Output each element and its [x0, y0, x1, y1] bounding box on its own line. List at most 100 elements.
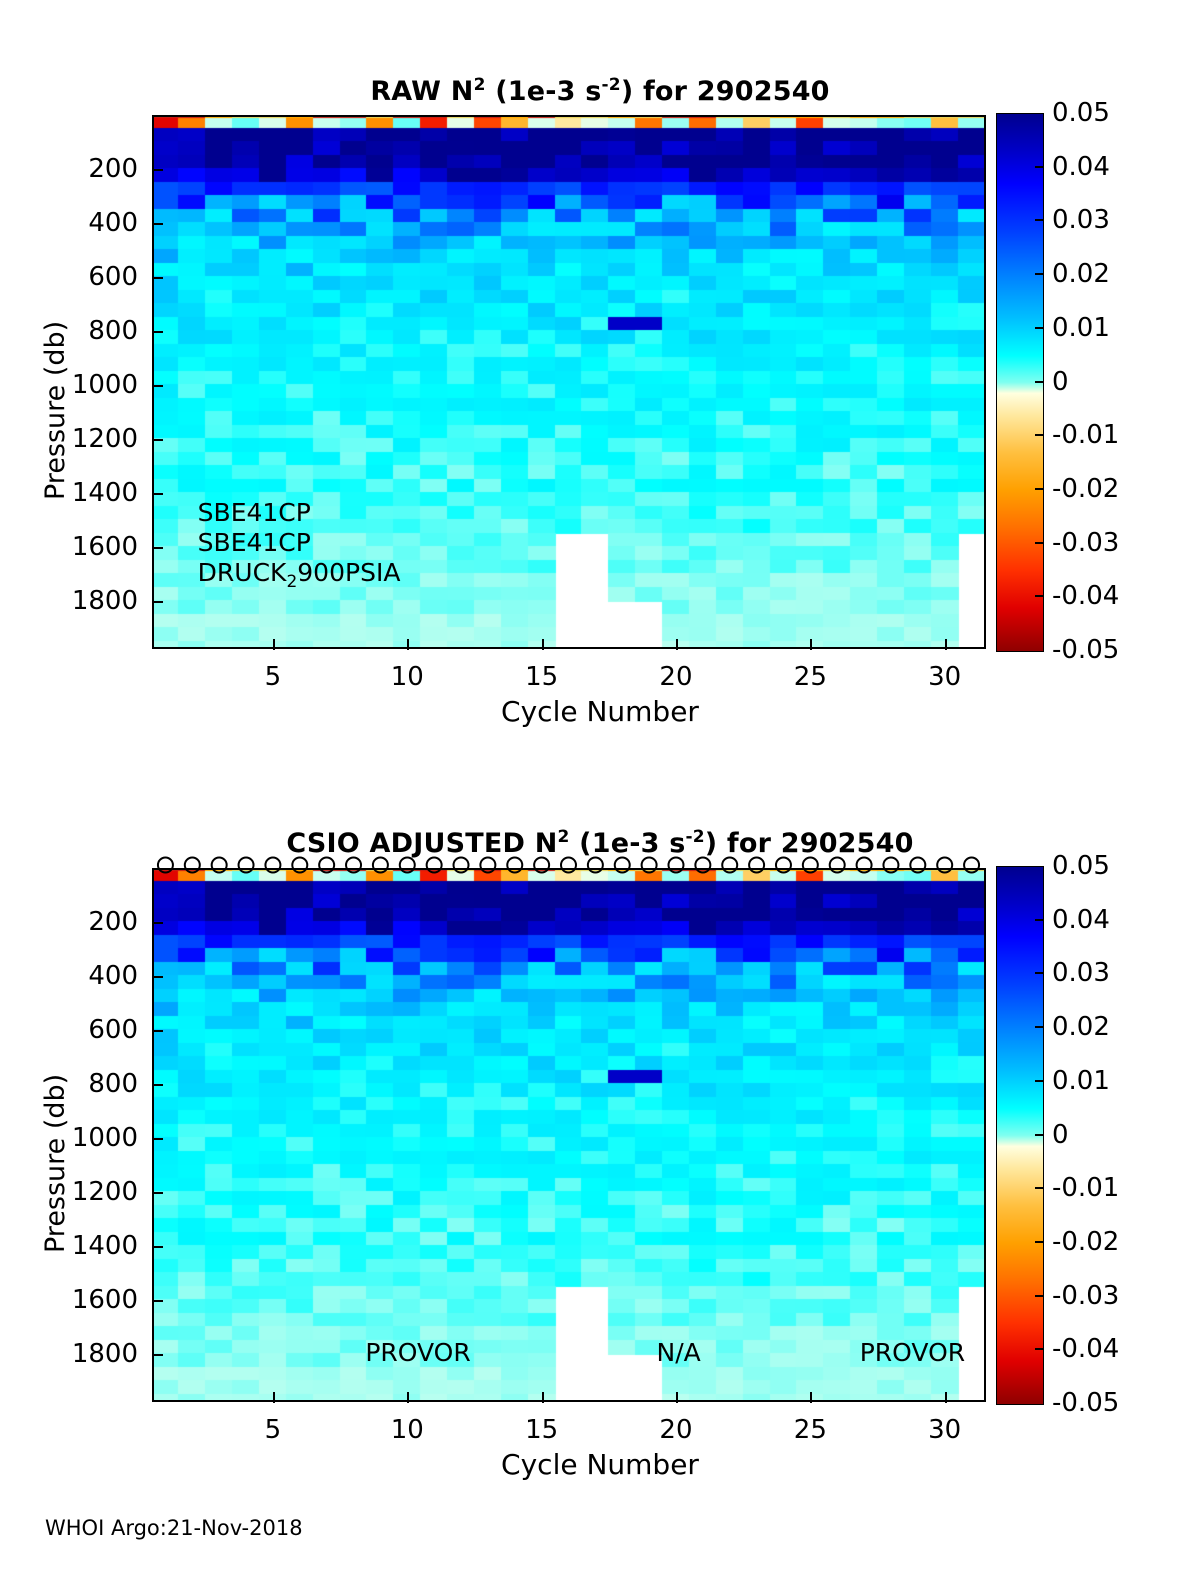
- cycle-marker[interactable]: [533, 856, 551, 874]
- cycle-marker[interactable]: [318, 856, 336, 874]
- cycle-marker[interactable]: [237, 856, 255, 874]
- adjusted-heatmap-plot[interactable]: [152, 868, 985, 1401]
- y-tick-label: 1800: [71, 585, 138, 616]
- cycle-marker[interactable]: [801, 856, 819, 874]
- cycle-marker[interactable]: [748, 856, 766, 874]
- colorbar-tick-label: -0.01: [1052, 1173, 1120, 1204]
- cycle-marker[interactable]: [425, 856, 443, 874]
- adj-axis-box-right: [984, 868, 986, 1402]
- cycle-marker[interactable]: [183, 856, 201, 874]
- y-tick-label: 1000: [71, 369, 138, 400]
- adj-axis-box-top: [152, 868, 986, 870]
- cycle-marker[interactable]: [264, 856, 282, 874]
- x-tick-label: 10: [390, 662, 424, 692]
- cycle-marker[interactable]: [156, 856, 174, 874]
- cycle-marker[interactable]: [855, 856, 873, 874]
- colorbar-tick-mark: [1035, 918, 1044, 921]
- y-tick-label: 1400: [71, 477, 138, 508]
- cycle-marker[interactable]: [291, 856, 309, 874]
- cycle-marker[interactable]: [909, 856, 927, 874]
- colorbar-tick-label: 0.04: [1052, 904, 1110, 935]
- panel-raw-title-sup2: -2: [601, 75, 621, 95]
- adjusted-x-axis-label: Cycle Number: [501, 1448, 699, 1481]
- cycle-marker[interactable]: [452, 856, 470, 874]
- colorbar-tick-label: -0.03: [1052, 1280, 1120, 1311]
- cycle-marker[interactable]: [560, 856, 577, 874]
- colorbar-tick-mark: [1035, 273, 1044, 276]
- y-tick-mark: [152, 1191, 163, 1194]
- adjusted-y-axis-label: Pressure (db): [40, 1073, 71, 1253]
- x-tick-label: 25: [793, 662, 827, 692]
- y-tick-label: 1800: [71, 1338, 138, 1369]
- cycle-marker[interactable]: [963, 856, 981, 874]
- sensor-line-3-text: DRUCK: [197, 557, 287, 587]
- cycle-marker[interactable]: [882, 856, 900, 874]
- x-tick-label: 10: [390, 1415, 424, 1445]
- colorbar-tick-mark: [1035, 434, 1044, 437]
- sensor-line-3: DRUCK2900PSIA: [198, 558, 401, 592]
- cycle-marker[interactable]: [613, 856, 631, 874]
- y-tick-mark: [152, 1029, 163, 1032]
- cycle-marker[interactable]: [667, 856, 685, 874]
- cycle-marker[interactable]: [586, 856, 604, 874]
- colorbar-tick-label: 0.05: [1052, 98, 1110, 128]
- colorbar-tick-label: 0.02: [1052, 1012, 1110, 1043]
- panel-raw: RAW N2 (1e-3 s-2) for 2902540 200 400 600 8…: [0, 0, 1200, 760]
- colorbar-tick-mark: [1035, 219, 1044, 222]
- cycle-marker[interactable]: [774, 856, 792, 874]
- colorbar-tick-mark: [1035, 1133, 1044, 1136]
- y-tick-mark: [152, 222, 163, 225]
- colorbar-tick-mark: [1035, 1294, 1044, 1297]
- sensor-line-2: SBE41CP: [197, 528, 311, 558]
- x-tick-label: 25: [793, 1415, 827, 1445]
- x-tick-label: 30: [928, 662, 962, 692]
- cycle-marker[interactable]: [828, 856, 846, 874]
- x-tick-mark: [675, 1392, 678, 1403]
- cycle-marker[interactable]: [210, 856, 228, 874]
- x-tick-label: 15: [525, 1415, 559, 1445]
- cycle-marker[interactable]: [936, 856, 954, 874]
- raw-heatmap-plot[interactable]: [152, 115, 985, 648]
- cycle-marker[interactable]: [398, 856, 416, 874]
- colorbar-tick-mark: [1035, 1240, 1044, 1243]
- colorbar-tick-label: -0.03: [1052, 527, 1120, 558]
- cycle-marker[interactable]: [345, 856, 363, 874]
- cycle-marker[interactable]: [640, 856, 658, 874]
- colorbar-tick-label: 0.01: [1052, 312, 1110, 343]
- cycle-marker[interactable]: [694, 856, 712, 874]
- x-tick-label: 5: [264, 662, 282, 692]
- x-tick-mark: [675, 639, 678, 650]
- cycle-marker[interactable]: [479, 856, 497, 874]
- colorbar-tick-label: -0.04: [1052, 1334, 1120, 1365]
- colorbar-tick-label: -0.02: [1052, 1226, 1120, 1257]
- panel-adjusted-title: CSIO ADJUSTED N2 (1e-3 s-2) for 2902540: [0, 827, 1200, 859]
- y-tick-label: 200: [88, 153, 138, 184]
- y-tick-label: 1200: [71, 1176, 138, 1207]
- x-tick-label: 5: [264, 1415, 282, 1445]
- cycle-marker[interactable]: [721, 856, 739, 874]
- raw-axis-box-left: [152, 115, 154, 649]
- y-tick-mark: [152, 168, 163, 171]
- panel-raw-title: RAW N2 (1e-3 s-2) for 2902540: [0, 75, 1200, 107]
- x-tick-mark: [407, 639, 410, 650]
- cycle-marker[interactable]: [371, 856, 389, 874]
- colorbar-tick-mark: [1035, 595, 1044, 598]
- x-tick-mark: [944, 1392, 947, 1403]
- colorbar-tick-mark: [1035, 1026, 1044, 1029]
- y-tick-label: 600: [88, 261, 138, 292]
- panel-raw-title-sup1: 2: [473, 75, 486, 95]
- sensor-line-1: SBE41CP: [197, 498, 311, 528]
- y-tick-label: 600: [88, 1014, 138, 1045]
- y-tick-label: 1600: [71, 531, 138, 562]
- adj-axis-box-left: [152, 868, 154, 1402]
- x-tick-mark: [541, 1392, 544, 1403]
- colorbar-tick-mark: [1035, 326, 1044, 329]
- cycle-marker[interactable]: [506, 856, 524, 874]
- x-tick-mark: [407, 1392, 410, 1403]
- y-tick-label: 1000: [71, 1122, 138, 1153]
- x-tick-mark: [944, 639, 947, 650]
- y-tick-mark: [152, 1299, 163, 1302]
- y-tick-mark: [152, 330, 163, 333]
- raw-axis-box-bottom: [152, 647, 986, 649]
- adjusted-cycle-markers: [156, 856, 981, 874]
